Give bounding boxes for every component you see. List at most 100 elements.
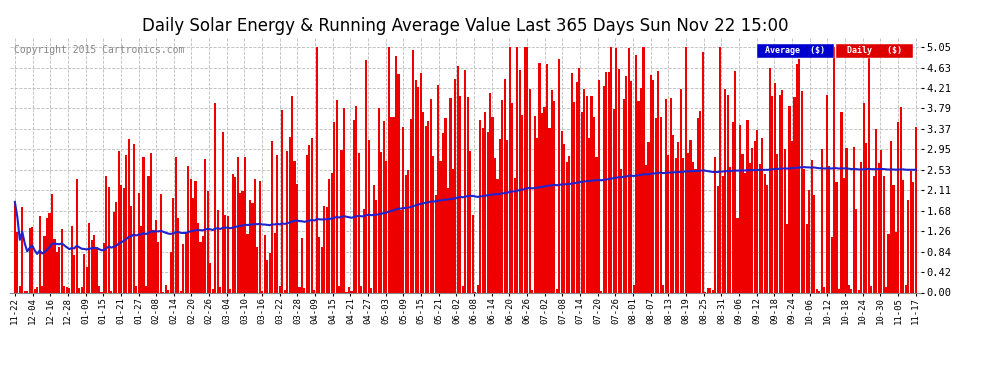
Bar bbox=[118, 151, 120, 292]
Bar bbox=[445, 118, 446, 292]
Bar bbox=[266, 260, 268, 292]
Bar bbox=[912, 182, 915, 292]
Bar bbox=[647, 142, 649, 292]
Bar bbox=[499, 140, 501, 292]
Bar bbox=[573, 102, 575, 292]
Bar bbox=[842, 178, 845, 292]
Bar bbox=[446, 188, 449, 292]
Bar bbox=[172, 198, 174, 292]
Bar bbox=[70, 226, 73, 292]
Bar bbox=[598, 80, 600, 292]
Bar bbox=[788, 106, 791, 292]
Bar bbox=[283, 290, 286, 292]
Bar bbox=[73, 255, 75, 292]
Bar bbox=[239, 193, 242, 292]
Bar bbox=[506, 140, 509, 292]
Bar bbox=[476, 285, 479, 292]
Bar bbox=[628, 48, 630, 292]
Bar bbox=[511, 103, 514, 292]
Bar bbox=[813, 195, 816, 292]
Bar bbox=[326, 207, 328, 292]
Bar bbox=[88, 223, 90, 292]
Bar bbox=[529, 89, 531, 292]
Bar bbox=[630, 81, 633, 292]
Bar bbox=[732, 122, 734, 292]
Bar bbox=[128, 140, 130, 292]
Bar bbox=[702, 52, 704, 292]
Bar bbox=[536, 138, 539, 292]
Bar bbox=[83, 254, 85, 292]
Bar bbox=[451, 169, 454, 292]
Bar bbox=[222, 132, 224, 292]
Bar bbox=[509, 47, 511, 292]
Bar bbox=[247, 234, 248, 292]
Bar bbox=[484, 112, 486, 292]
Bar bbox=[154, 220, 157, 292]
Bar bbox=[811, 160, 813, 292]
Bar bbox=[734, 71, 737, 292]
Bar bbox=[496, 178, 499, 292]
Bar bbox=[550, 90, 553, 292]
Bar bbox=[519, 69, 521, 292]
Bar bbox=[90, 240, 93, 292]
Bar bbox=[707, 288, 709, 292]
Bar bbox=[296, 184, 298, 292]
Bar bbox=[336, 100, 338, 292]
Bar bbox=[753, 141, 756, 292]
Bar bbox=[900, 106, 902, 292]
Bar bbox=[588, 138, 590, 292]
Bar bbox=[643, 47, 644, 292]
Bar bbox=[717, 186, 719, 292]
Bar bbox=[184, 233, 187, 292]
Bar bbox=[55, 252, 58, 292]
Bar bbox=[469, 152, 471, 292]
Bar bbox=[39, 216, 41, 292]
Bar bbox=[783, 149, 786, 292]
Bar bbox=[697, 118, 699, 292]
Bar bbox=[138, 193, 140, 292]
Bar bbox=[244, 157, 247, 292]
Bar bbox=[268, 253, 271, 292]
Bar bbox=[890, 141, 892, 292]
Bar bbox=[746, 120, 748, 292]
Bar bbox=[481, 128, 484, 292]
Bar bbox=[674, 158, 677, 292]
Bar bbox=[719, 47, 722, 292]
Bar bbox=[818, 291, 821, 292]
Bar bbox=[828, 166, 831, 292]
Bar bbox=[791, 141, 793, 292]
Bar bbox=[29, 228, 31, 292]
Bar bbox=[242, 191, 244, 292]
Bar bbox=[263, 234, 266, 292]
Title: Daily Solar Energy & Running Average Value Last 365 Days Sun Nov 22 15:00: Daily Solar Energy & Running Average Val… bbox=[142, 16, 789, 34]
Bar bbox=[595, 157, 598, 292]
Bar bbox=[248, 200, 251, 292]
Bar bbox=[603, 86, 605, 292]
Bar bbox=[714, 157, 717, 292]
Bar bbox=[610, 47, 613, 292]
Bar bbox=[24, 291, 26, 292]
Bar bbox=[331, 174, 333, 292]
Bar bbox=[756, 130, 758, 292]
Bar bbox=[415, 80, 417, 292]
Bar bbox=[712, 290, 714, 292]
Bar bbox=[367, 140, 370, 292]
Bar bbox=[855, 209, 857, 292]
Bar bbox=[748, 163, 751, 292]
Bar bbox=[727, 95, 729, 292]
Bar bbox=[375, 200, 377, 292]
Bar bbox=[553, 101, 555, 292]
Bar bbox=[821, 149, 823, 292]
Bar bbox=[427, 121, 430, 292]
Bar bbox=[355, 106, 357, 292]
Bar bbox=[85, 267, 88, 292]
Bar bbox=[867, 47, 870, 292]
Bar bbox=[633, 285, 635, 292]
Bar bbox=[449, 98, 451, 292]
Bar bbox=[826, 95, 828, 292]
Bar bbox=[456, 66, 459, 292]
Bar bbox=[224, 215, 227, 292]
Bar bbox=[684, 47, 687, 292]
Bar bbox=[659, 117, 662, 292]
Bar bbox=[387, 47, 390, 292]
